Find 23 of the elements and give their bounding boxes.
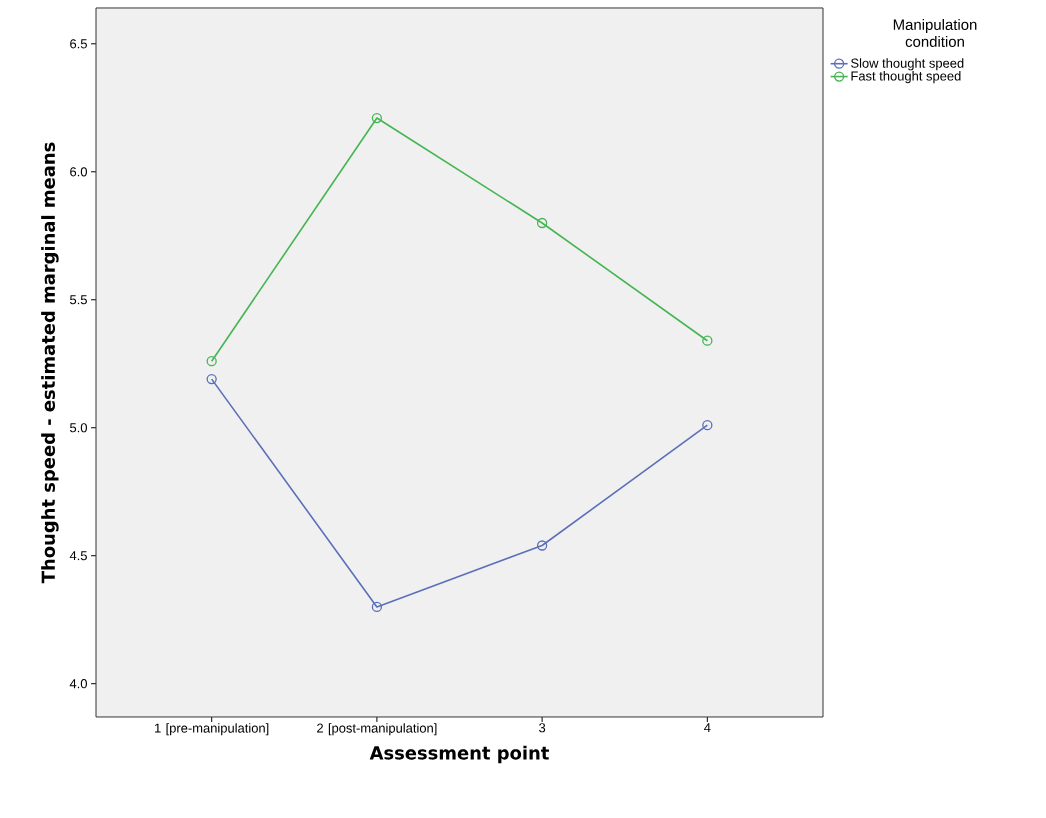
point <box>371 112 383 124</box>
y-axis-title: Thought speed - estimated marginal means <box>41 142 59 584</box>
legend-label: Slow thought speed <box>851 58 964 71</box>
y-tick-label: 5.0 <box>70 423 87 433</box>
point <box>536 540 548 551</box>
x-tick-label: 4 <box>704 723 711 733</box>
x-tick-label: 1 [pre-manipulation] <box>155 723 269 736</box>
y-tick-label: 6.0 <box>70 167 87 177</box>
point <box>702 420 713 431</box>
point <box>536 217 548 229</box>
legend-title: Manipulation condition <box>893 19 977 47</box>
point <box>206 373 217 385</box>
point <box>371 601 383 613</box>
y-tick-label: 5.5 <box>70 295 87 305</box>
x-axis-title: Assessment point <box>369 745 549 764</box>
point <box>206 356 217 367</box>
x-tick-label: 3 <box>539 723 546 733</box>
point <box>702 335 713 346</box>
x-tick-label: 2 [post-manipulation] <box>317 723 437 736</box>
legend-label: Fast thought speed <box>851 71 961 84</box>
y-tick-label: 4.5 <box>69 551 87 561</box>
y-tick-label: 6.5 <box>70 39 87 49</box>
y-tick-label: 4.0 <box>69 679 87 689</box>
